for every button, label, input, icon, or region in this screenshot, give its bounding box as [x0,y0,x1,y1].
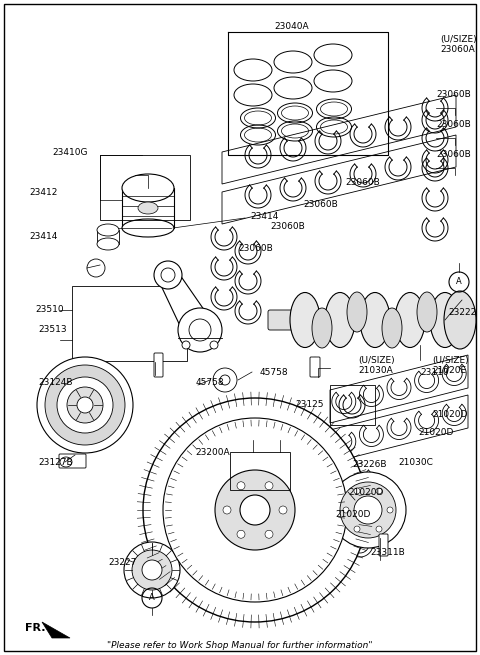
Text: "Please refer to Work Shop Manual for further information": "Please refer to Work Shop Manual for fu… [107,641,373,650]
Ellipse shape [382,308,402,348]
Ellipse shape [97,238,119,250]
Circle shape [237,531,245,538]
Text: 45758: 45758 [196,378,225,387]
Text: 23060A: 23060A [440,45,475,54]
Circle shape [240,495,270,525]
Circle shape [376,526,382,532]
Text: 23124B: 23124B [38,378,72,387]
Circle shape [340,482,396,538]
Text: 21020D: 21020D [418,428,454,437]
Circle shape [178,308,222,352]
Text: 23060B: 23060B [303,200,338,209]
Text: 23510: 23510 [35,305,64,314]
Circle shape [330,472,406,548]
Circle shape [265,481,273,490]
Text: 21020D: 21020D [335,510,371,519]
Circle shape [77,397,93,413]
Ellipse shape [122,174,174,202]
Circle shape [279,506,287,514]
Circle shape [143,398,367,622]
Circle shape [210,341,218,349]
Circle shape [37,357,133,453]
Circle shape [163,418,347,602]
FancyBboxPatch shape [154,353,163,377]
Text: 23060B: 23060B [436,150,471,159]
FancyBboxPatch shape [59,454,86,468]
Circle shape [354,526,360,532]
Circle shape [354,488,360,494]
Text: 23060B: 23060B [436,120,471,129]
Text: 23127B: 23127B [38,458,72,467]
Circle shape [237,481,245,490]
Ellipse shape [122,219,174,237]
Text: 23110: 23110 [420,368,449,377]
Text: 23412: 23412 [30,188,58,197]
Text: 23410G: 23410G [52,148,87,157]
Text: 23060B: 23060B [345,178,380,187]
FancyBboxPatch shape [268,310,310,330]
Text: 23125: 23125 [295,400,324,409]
Circle shape [376,488,382,494]
Text: 21020D: 21020D [432,410,468,419]
Circle shape [67,387,103,423]
Text: 23227: 23227 [108,558,136,567]
Ellipse shape [290,293,320,348]
Text: 23060B: 23060B [436,90,471,99]
Circle shape [354,496,382,524]
Circle shape [215,470,295,550]
Ellipse shape [417,292,437,332]
Ellipse shape [360,293,390,348]
Circle shape [265,531,273,538]
Ellipse shape [312,308,332,348]
Circle shape [87,259,105,277]
Ellipse shape [97,224,119,236]
Ellipse shape [325,293,355,348]
Text: 23060B: 23060B [270,222,305,231]
Circle shape [223,506,231,514]
Text: 23513: 23513 [38,325,67,334]
Circle shape [45,365,125,445]
Circle shape [57,377,113,433]
Text: 21030A: 21030A [358,366,393,375]
Text: 23414: 23414 [30,232,58,241]
FancyBboxPatch shape [122,188,174,228]
Text: A: A [456,278,462,286]
Text: 23414: 23414 [250,212,278,221]
Text: (U/SIZE): (U/SIZE) [440,35,477,44]
Ellipse shape [395,293,425,348]
Circle shape [182,341,190,349]
Text: 23311B: 23311B [370,548,405,557]
Circle shape [132,550,172,590]
Circle shape [124,542,180,598]
Text: 21030C: 21030C [398,458,433,467]
Text: 23222: 23222 [448,308,476,317]
Ellipse shape [60,457,72,467]
Polygon shape [156,275,218,330]
Text: 23060B: 23060B [238,244,273,253]
Text: 23040A: 23040A [275,22,309,31]
Text: FR.: FR. [25,623,46,633]
Text: 23200A: 23200A [195,448,229,457]
Circle shape [387,507,393,513]
Circle shape [343,507,349,513]
Text: (U/SIZE): (U/SIZE) [358,356,395,365]
Circle shape [213,368,237,392]
Ellipse shape [430,293,460,348]
Circle shape [142,560,162,580]
Circle shape [154,261,182,289]
Text: 45758: 45758 [260,368,288,377]
Text: A: A [149,593,155,603]
Text: 21020D: 21020D [348,488,384,497]
FancyBboxPatch shape [97,230,119,244]
Text: 21020E: 21020E [432,366,466,375]
FancyBboxPatch shape [310,357,320,377]
Ellipse shape [347,292,367,332]
FancyBboxPatch shape [379,534,388,556]
Ellipse shape [444,291,476,349]
Text: (U/SIZE): (U/SIZE) [432,356,468,365]
Ellipse shape [138,202,158,214]
Polygon shape [42,622,70,638]
Text: 23226B: 23226B [352,460,386,469]
